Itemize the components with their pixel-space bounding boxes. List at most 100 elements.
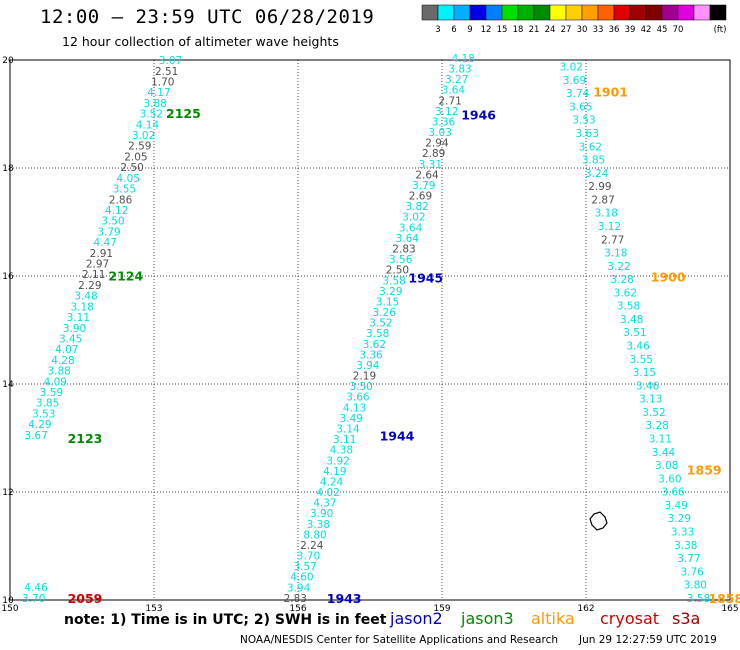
wave-height-value: 3.02	[132, 130, 155, 142]
wave-height-value: 3.57	[293, 561, 316, 573]
wave-height-value: 4.07	[55, 344, 78, 356]
pass-time-label: 1900	[651, 270, 686, 285]
wave-height-colorbar: 3 6 9 12 15 18 21 24 27 30 33 36 39 42 45 70 (ft)	[421, 4, 726, 35]
colorbar-label: 27	[561, 25, 572, 35]
wave-height-value: 3.66	[346, 392, 370, 404]
map-title: 12:00 – 23:59 UTC 06/28/2019	[40, 6, 375, 28]
y-tick-label: 12	[2, 488, 13, 498]
wave-height-value: 2.51	[155, 66, 178, 78]
wave-height-value: 2.50	[386, 265, 409, 277]
colorbar-swatch	[549, 4, 567, 21]
pass-time-label: 1944	[380, 428, 415, 443]
wave-height-value: 3.02	[402, 212, 425, 224]
wave-height-value: 4.60	[290, 572, 313, 584]
wave-height-value: 4.19	[323, 466, 346, 478]
wave-height-value: 2.94	[425, 138, 449, 150]
wave-height-value: 3.24	[585, 168, 609, 180]
wave-height-value: 1.70	[151, 76, 174, 88]
wave-height-value: 3.70	[297, 551, 320, 563]
wave-height-value: 2.11	[82, 269, 105, 281]
y-tick-label: 16	[2, 272, 14, 282]
wave-height-value: 2.24	[300, 540, 324, 552]
x-tick-label: 159	[433, 604, 450, 614]
wave-height-value: 2.97	[86, 259, 109, 271]
wave-height-value: 3.38	[674, 540, 697, 552]
wave-height-value: 4.17	[147, 87, 170, 99]
wave-height-value: 3.07	[159, 55, 182, 67]
wave-height-value: 2.71	[438, 95, 461, 107]
wave-height-value: 4.37	[313, 498, 336, 510]
wave-height-value: 3.29	[668, 513, 691, 525]
wave-height-value: 3.38	[307, 519, 330, 531]
pass-time-label: 1858	[708, 591, 740, 606]
wave-height-value: 3.18	[70, 301, 93, 313]
wave-height-value: 4.12	[105, 205, 128, 217]
wave-height-value: 3.69	[563, 75, 586, 87]
x-tick-label: 150	[1, 604, 18, 614]
wave-height-value: 3.49	[340, 413, 363, 425]
wave-height-value: 3.94	[356, 360, 380, 372]
colorbar-swatch	[597, 4, 615, 21]
wave-height-value: 3.63	[576, 128, 599, 140]
wave-height-value: 3.28	[610, 274, 633, 286]
wave-height-value: 3.64	[399, 222, 423, 234]
wave-height-value: 3.52	[642, 407, 665, 419]
colorbar-label: 70	[673, 25, 684, 35]
wave-height-value: 3.88	[47, 366, 70, 378]
wave-height-value: 3.18	[604, 248, 627, 260]
colorbar-label: 42	[641, 25, 652, 35]
wave-height-value: 3.64	[396, 233, 420, 245]
colorbar-label: 45	[657, 25, 668, 35]
track-cryosat-2059: 3.704.46	[22, 582, 48, 605]
generated-timestamp: Jun 29 12:27:59 UTC 2019	[579, 634, 717, 646]
colorbar-label: 39	[625, 25, 636, 35]
legend-altika: altika	[531, 609, 575, 628]
island-outline	[589, 511, 608, 531]
colorbar-swatch	[581, 4, 599, 21]
wave-height-value: 2.77	[601, 234, 624, 246]
wave-height-value: 3.80	[684, 580, 707, 592]
wave-height-value: 3.50	[349, 381, 372, 393]
colorbar-label: 21	[529, 25, 540, 35]
wave-height-value: 3.11	[67, 312, 90, 324]
wave-height-value: 4.46	[24, 582, 48, 594]
wave-height-value: 3.11	[333, 434, 356, 446]
legend-cryosat: cryosat	[600, 609, 660, 628]
pass-time-label: 1901	[593, 84, 628, 99]
wave-height-value: 2.19	[353, 371, 376, 383]
island-coastline	[589, 511, 608, 531]
wave-height-value: 3.51	[623, 327, 646, 339]
pass-time-label: 2123	[68, 431, 103, 446]
wave-height-value: 2.91	[90, 248, 113, 260]
wave-height-value: 2.59	[128, 141, 151, 153]
pass-time-labels: 2059 2123 2124 2125 1943 1944 1945 1946 1901 1900…	[68, 84, 740, 606]
wave-height-value: 3.62	[614, 287, 637, 299]
wave-height-value: 3.46	[636, 380, 660, 392]
colorbar-swatch	[421, 4, 439, 21]
wave-height-value: 3.85	[582, 155, 605, 167]
wave-height-value: 3.79	[97, 226, 120, 238]
wave-height-value: 3.58	[687, 593, 710, 605]
colorbar-swatch	[629, 4, 647, 21]
wave-height-value: 3.12	[598, 221, 621, 233]
wave-height-value: 3.36	[432, 116, 456, 128]
wave-height-value: 3.88	[143, 98, 166, 110]
wave-height-value: 2.05	[124, 151, 147, 163]
colorbar-label: 18	[513, 25, 524, 35]
wave-height-value: 3.76	[680, 566, 704, 578]
colorbar-swatch	[485, 4, 503, 21]
wave-height-value: 3.15	[633, 367, 656, 379]
wave-height-value: 2.89	[422, 148, 445, 160]
wave-height-value: 2.50	[120, 162, 143, 174]
wave-height-value: 3.12	[435, 106, 458, 118]
wave-height-value: 3.46	[626, 341, 650, 353]
wave-height-value: 3.14	[336, 424, 360, 436]
x-tick-label: 162	[577, 604, 594, 614]
wave-height-value: 4.13	[343, 402, 366, 414]
wave-height-value: 3.44	[652, 447, 676, 459]
wave-height-value: 4.05	[117, 173, 140, 185]
wave-height-value: 3.08	[655, 460, 678, 472]
colorbar-swatch	[469, 4, 487, 21]
wave-height-value: 2.29	[78, 280, 101, 292]
